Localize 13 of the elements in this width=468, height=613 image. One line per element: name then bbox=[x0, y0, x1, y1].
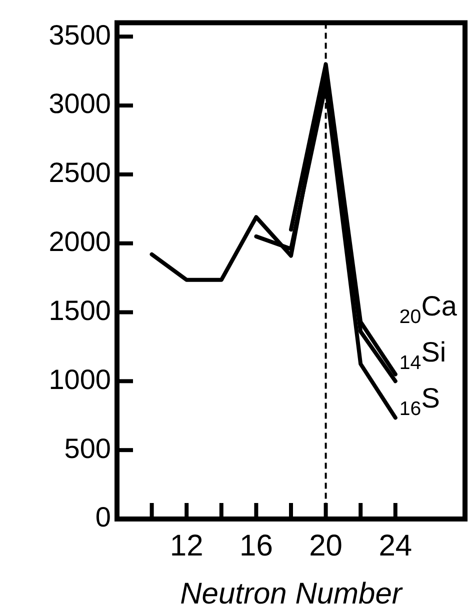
x-axis-title: Neutron Number bbox=[180, 577, 403, 610]
x-tick-label: 20 bbox=[309, 529, 342, 562]
y-tick-label: 1500 bbox=[48, 294, 111, 326]
x-tick-label: 12 bbox=[170, 529, 204, 562]
y-tick-label: 500 bbox=[64, 432, 111, 464]
y-tick-label: 2500 bbox=[48, 157, 111, 188]
y-tick-label: 1000 bbox=[48, 364, 111, 395]
y-tick-label: 3500 bbox=[48, 19, 111, 50]
x-tick-label: 16 bbox=[240, 529, 273, 562]
y-tick-label: 0 bbox=[95, 502, 111, 533]
y-tick-label: 2000 bbox=[48, 226, 111, 258]
y-tick-label: 3000 bbox=[48, 88, 111, 120]
x-tick-label: 24 bbox=[378, 529, 412, 562]
